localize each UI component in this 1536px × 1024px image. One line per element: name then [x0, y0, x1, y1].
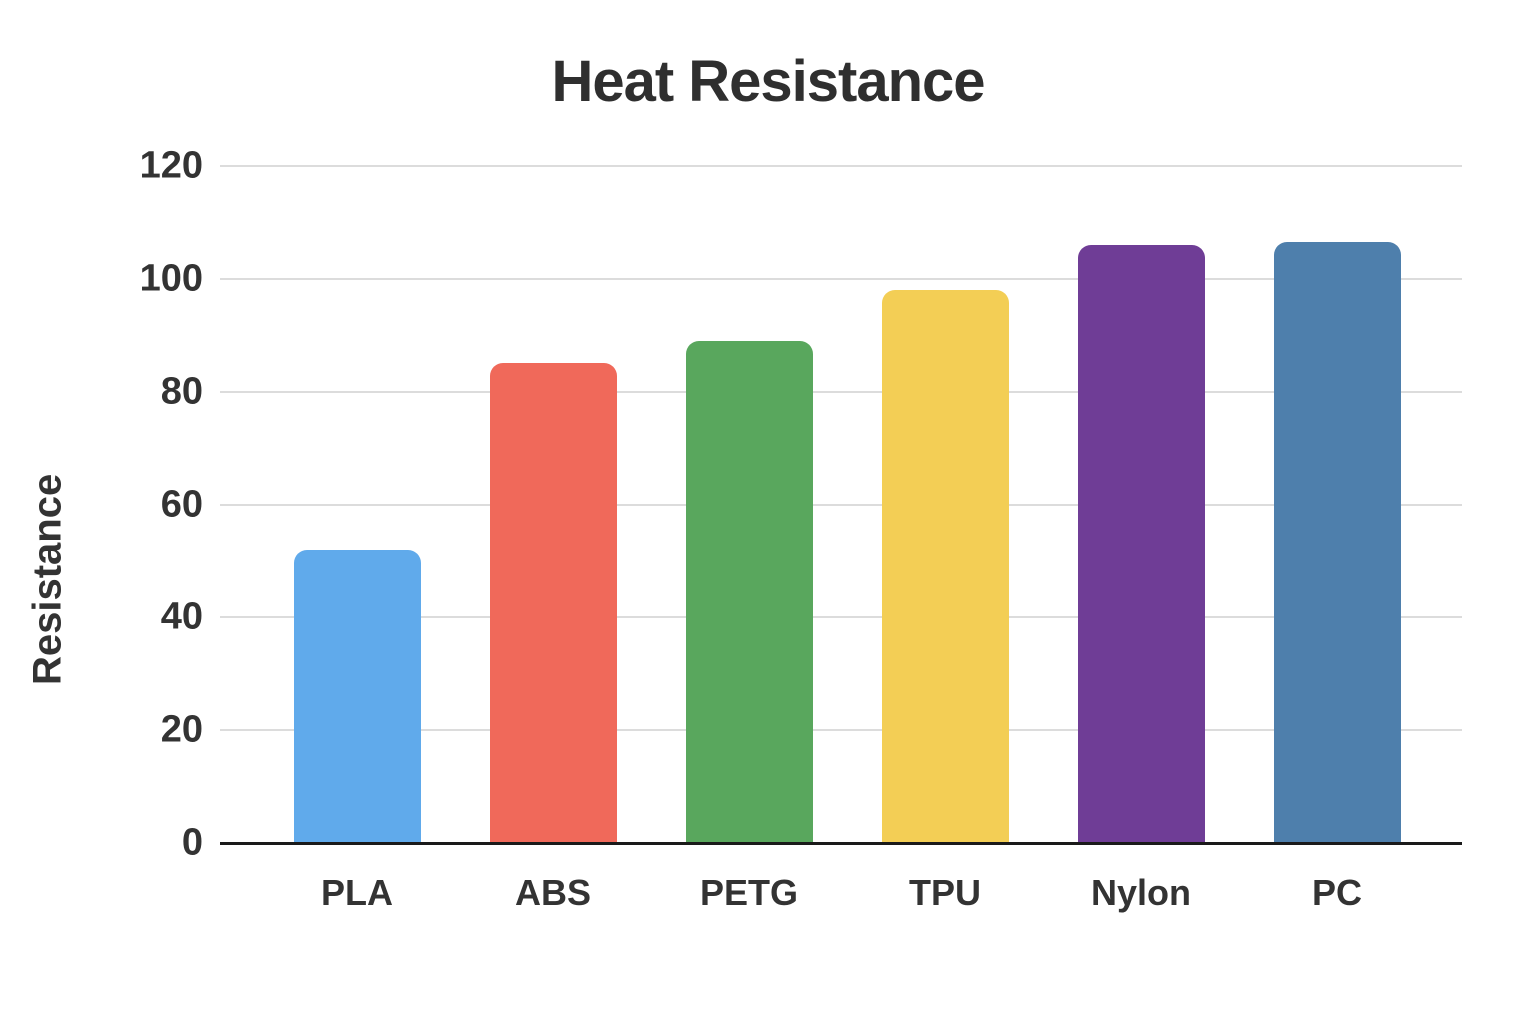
x-axis-line	[220, 842, 1462, 845]
bar-nylon	[1077, 244, 1205, 843]
gridline-20	[220, 729, 1462, 732]
gridline-120	[220, 165, 1462, 167]
x-tick-label-abs: ABS	[514, 872, 591, 913]
gridline-80	[220, 390, 1462, 393]
y-tick-label-60: 60	[160, 483, 203, 525]
x-tick-label-tpu: TPU	[909, 872, 981, 913]
y-tick-label-100: 100	[139, 257, 203, 300]
y-tick-label-0: 0	[181, 821, 203, 864]
y-tick-label-80: 80	[160, 370, 203, 413]
gridline-40	[220, 616, 1462, 619]
x-tick-label-pc: PC	[1311, 872, 1362, 913]
bar-pla	[293, 549, 421, 843]
y-tick-label-40: 40	[160, 595, 203, 638]
y-tick-label-120: 120	[139, 144, 203, 187]
bar-pc	[1273, 242, 1401, 843]
x-tick-label-nylon: Nylon	[1090, 872, 1191, 913]
bar-abs	[489, 363, 617, 843]
gridline-60	[220, 503, 1462, 506]
chart-title: Heat Resistance	[551, 49, 985, 114]
bar-tpu	[881, 290, 1009, 843]
bar-petg	[685, 340, 813, 843]
gridline-100	[220, 277, 1462, 280]
x-tick-label-pla: PLA	[321, 872, 393, 913]
y-tick-label-20: 20	[160, 708, 203, 751]
x-tick-label-petg: PETG	[699, 872, 798, 913]
